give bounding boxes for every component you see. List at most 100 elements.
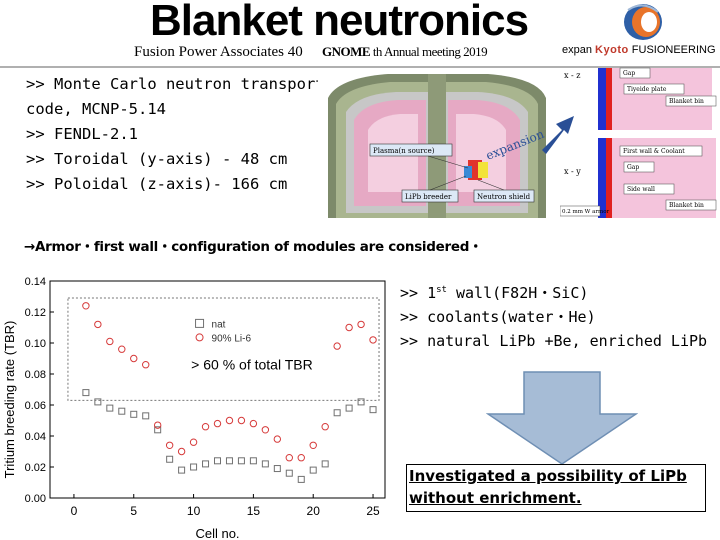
y-tick-label: 0.04 bbox=[25, 431, 46, 443]
chart-annotation: > 60 % of total TBR bbox=[191, 356, 313, 372]
data-point-nat bbox=[106, 404, 114, 412]
y-tick-label: 0.02 bbox=[25, 462, 46, 474]
data-point-li6 bbox=[118, 345, 126, 353]
armor-statement: →Armor・first wall・configuration of modul… bbox=[24, 239, 483, 255]
firstwall-label: First wall & Coolant bbox=[623, 148, 685, 155]
down-arrow-icon bbox=[486, 371, 638, 465]
data-point-nat bbox=[94, 398, 102, 406]
overlay-tag: GNOME bbox=[322, 44, 371, 59]
xz-label: x - z bbox=[564, 71, 581, 80]
data-point-li6 bbox=[249, 419, 258, 428]
data-point-li6 bbox=[321, 423, 329, 431]
highlight-box bbox=[67, 297, 380, 401]
data-point-nat bbox=[273, 465, 281, 473]
x-axis-label: Cell no. bbox=[195, 526, 239, 540]
bullet-line: >> Poloidal (z-axis)- 166 cm bbox=[26, 175, 288, 193]
x-tick-label: 25 bbox=[366, 504, 380, 518]
configuration-bullets: >> 1st wall(F82H・SiC) >> coolants(water・… bbox=[400, 278, 707, 353]
plasma-label: Plasma(n source) bbox=[373, 147, 435, 155]
data-point-li6 bbox=[345, 323, 353, 332]
bullet-line: >> coolants(water・He) bbox=[400, 308, 596, 326]
header-divider bbox=[0, 66, 720, 68]
data-point-li6 bbox=[297, 454, 305, 462]
plot-frame bbox=[49, 280, 386, 499]
y-tick-label: 0.10 bbox=[25, 338, 46, 350]
legend-marker-li6 bbox=[195, 333, 204, 342]
bullet-line: >> Toroidal (y-axis) - 48 cm bbox=[26, 150, 288, 168]
y-axis-label: Tritium breeding rate (TBR) bbox=[2, 321, 17, 479]
sidewall-label: Side wall bbox=[627, 186, 655, 193]
x-tick-label: 10 bbox=[187, 504, 201, 518]
data-point-li6 bbox=[201, 423, 210, 431]
data-point-li6 bbox=[177, 447, 186, 456]
tiyeide-label: Tiyeide plate bbox=[627, 86, 667, 93]
gap-label: Gap bbox=[623, 70, 635, 77]
data-point-nat bbox=[82, 389, 90, 397]
data-point-li6 bbox=[333, 342, 341, 350]
gap2-label: Gap bbox=[627, 164, 639, 171]
data-point-li6 bbox=[94, 320, 102, 329]
data-point-nat bbox=[261, 460, 269, 468]
data-point-nat bbox=[333, 409, 341, 417]
legend-marker-nat bbox=[195, 318, 205, 328]
slide-subtitle: Fusion Power Associates 40 GNOME th Annu… bbox=[134, 44, 488, 61]
armor-label: 0.2 mm W armor bbox=[562, 209, 610, 215]
xy-label: x - y bbox=[564, 167, 581, 176]
data-point-li6 bbox=[106, 337, 114, 346]
data-point-nat bbox=[345, 404, 353, 412]
data-point-nat bbox=[369, 406, 377, 414]
expan-label: expan bbox=[562, 44, 592, 56]
data-point-li6 bbox=[237, 416, 246, 425]
data-point-li6 bbox=[261, 426, 270, 434]
conclusion-box: Investigated a possibility of LiPb witho… bbox=[406, 464, 706, 512]
legend-label-nat: nat bbox=[212, 319, 226, 330]
breeder-label: LiPb breeder bbox=[405, 193, 452, 201]
data-point-nat bbox=[142, 412, 150, 420]
subtitle-overlay-text: th Annual meeting 2019 bbox=[372, 44, 488, 59]
data-point-nat bbox=[321, 460, 329, 468]
blanket-schematic-image: x - z Gap Tiyeide plate Blanket bin x - … bbox=[560, 67, 717, 218]
bullet-line: >> natural LiPb +Be, enriched LiPb bbox=[400, 332, 708, 350]
blanket-label: Blanket bin bbox=[669, 98, 704, 105]
x-tick-label: 0 bbox=[71, 504, 78, 518]
logo-text: expan Kyoto FUSIONEERING bbox=[562, 44, 716, 56]
bullet-line: >> 1st wall(F82H・SiC) bbox=[400, 284, 589, 302]
data-point-nat bbox=[214, 457, 221, 465]
bullet-line: >> Monte Carlo neutron transport bbox=[26, 75, 325, 93]
y-tick-label: 0.00 bbox=[25, 493, 46, 505]
tbr-chart: 0.00 0.02 0.04 0.06 0.08 0.10 0.12 0.14 0 5 10 15 20… bbox=[2, 276, 386, 540]
subtitle-overlay: GNOME th Annual meeting 2019 bbox=[322, 44, 488, 60]
x-tick-label: 15 bbox=[247, 504, 261, 518]
data-point-li6 bbox=[285, 454, 293, 462]
data-point-nat bbox=[225, 457, 233, 465]
data-point-nat bbox=[249, 457, 257, 465]
shield-label: Neutron shield bbox=[477, 193, 531, 201]
y-tick-label: 0.08 bbox=[25, 369, 46, 381]
y-tick-label: 0.12 bbox=[25, 307, 46, 319]
subtitle-text: Fusion Power Associates 40 bbox=[134, 44, 303, 60]
data-point-nat bbox=[237, 457, 245, 465]
legend-label-li6: 90% Li-6 bbox=[212, 333, 252, 344]
logo-brand-rest: FUSIONEERING bbox=[631, 44, 716, 56]
data-point-li6 bbox=[225, 416, 234, 425]
data-point-nat bbox=[130, 410, 138, 418]
conclusion-line: without enrichment. bbox=[409, 489, 582, 507]
data-point-nat bbox=[118, 407, 126, 415]
data-point-li6 bbox=[153, 421, 162, 429]
kyoto-fusioneering-logo-icon bbox=[624, 4, 662, 40]
data-point-nat bbox=[357, 398, 365, 406]
data-point-nat bbox=[154, 426, 162, 434]
blanket2-label: Blanket bin bbox=[669, 202, 704, 209]
bullet-line: code, MCNP-5.14 bbox=[26, 100, 166, 118]
data-point-li6 bbox=[213, 419, 222, 428]
data-point-li6 bbox=[357, 320, 365, 329]
method-bullets: >> Monte Carlo neutron transport code, M… bbox=[26, 72, 325, 197]
conclusion-line: Investigated a possibility of LiPb bbox=[409, 467, 687, 485]
data-point-nat bbox=[202, 460, 210, 468]
chart-plot-area: 0.00 0.02 0.04 0.06 0.08 0.10 0.12 0.14 0 5 10 15 20… bbox=[2, 276, 386, 540]
data-point-nat bbox=[309, 466, 317, 474]
data-point-li6 bbox=[369, 336, 377, 344]
logo-brand-k: Kyoto bbox=[595, 44, 629, 56]
data-point-nat bbox=[178, 466, 186, 474]
data-point-nat bbox=[166, 455, 174, 463]
